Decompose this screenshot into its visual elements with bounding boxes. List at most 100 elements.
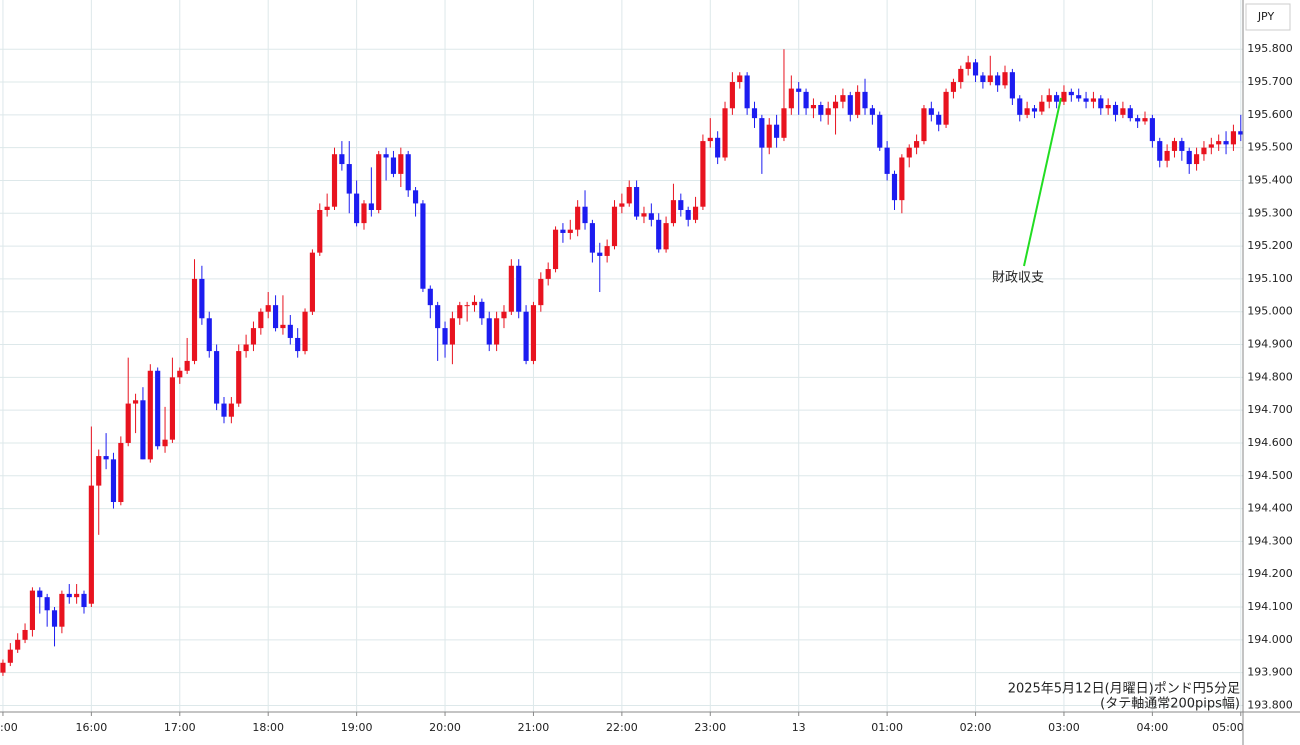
candle-body xyxy=(1179,141,1185,151)
candle-body xyxy=(582,206,588,224)
candle-body xyxy=(412,190,419,204)
candle-body xyxy=(486,318,492,345)
y-tick-label: 194.900 xyxy=(1247,338,1293,351)
candle-body xyxy=(862,91,868,109)
candle-body xyxy=(744,75,750,109)
candle-body xyxy=(1068,91,1074,96)
candle-body xyxy=(589,223,595,253)
candle-body xyxy=(74,593,80,598)
candle-body xyxy=(0,662,6,673)
candle-body xyxy=(339,154,345,165)
candle-body xyxy=(1223,141,1229,145)
candle-body xyxy=(184,360,190,371)
candle-body xyxy=(1201,147,1207,155)
candle-body xyxy=(435,305,441,329)
x-tick-label: 03:00 xyxy=(1048,721,1080,734)
candle-body xyxy=(125,403,131,443)
candle-body xyxy=(1230,131,1237,145)
candle-body xyxy=(516,265,522,312)
candle-body xyxy=(324,206,330,210)
candle-body xyxy=(1054,95,1060,102)
candle-body xyxy=(523,311,529,361)
y-tick-label: 195.500 xyxy=(1247,141,1293,154)
candle-body xyxy=(110,459,117,503)
note-line: 2025年5月12日(月曜日)ポンド円5分足 xyxy=(1008,682,1240,697)
y-tick-label: 195.800 xyxy=(1247,42,1293,55)
candle-body xyxy=(1112,104,1119,115)
candle-body xyxy=(670,200,677,224)
x-tick-label: 01:00 xyxy=(871,721,903,734)
candle-body xyxy=(781,108,787,138)
candle-body xyxy=(980,75,986,83)
candle-body xyxy=(877,114,883,148)
candle-body xyxy=(958,68,964,83)
candle-body xyxy=(272,305,279,329)
x-tick-label: 16:00 xyxy=(76,721,108,734)
candle-body xyxy=(59,593,65,627)
y-tick-label: 195.200 xyxy=(1247,239,1293,252)
candle-body xyxy=(530,305,537,361)
candle-body xyxy=(604,246,610,256)
candle-body xyxy=(774,124,780,138)
candle-body xyxy=(766,124,772,148)
candle-body xyxy=(715,137,721,158)
candle-body xyxy=(162,439,168,447)
candle-body xyxy=(501,311,507,319)
candle-body xyxy=(206,318,212,352)
candle-body xyxy=(788,88,794,109)
candle-body xyxy=(155,370,161,447)
candle-body xyxy=(1216,141,1222,145)
candle-body xyxy=(597,252,603,256)
y-tick-label: 194.600 xyxy=(1247,436,1293,449)
axes: 193.800 193.900 194.000 194.100 194.200 194.3… xyxy=(0,42,1293,734)
annotation-line xyxy=(1023,97,1062,267)
candle-body xyxy=(560,229,566,233)
candle-body xyxy=(221,403,227,417)
y-tick-label: 194.400 xyxy=(1247,502,1293,515)
candle-body xyxy=(427,288,433,306)
candle-body xyxy=(965,62,971,69)
candle-body xyxy=(884,147,890,174)
candle-body xyxy=(236,351,242,404)
candle-body xyxy=(1120,108,1126,115)
candle-body xyxy=(508,265,514,312)
note-line: (タテ軸通常200pips幅) xyxy=(1100,697,1240,712)
candle-body xyxy=(199,278,205,319)
candle-body xyxy=(729,82,735,109)
candle-body xyxy=(1157,141,1163,161)
candle-body xyxy=(346,164,352,194)
candle-body xyxy=(1164,150,1170,161)
candle-body xyxy=(51,610,58,627)
candle-body xyxy=(759,118,765,148)
candle-body xyxy=(1017,98,1023,115)
candle-body xyxy=(1098,98,1104,109)
currency-label: JPY xyxy=(1257,10,1275,23)
candle-body xyxy=(169,377,175,440)
candle-body xyxy=(641,213,647,217)
candle-body xyxy=(317,209,323,253)
x-tick-label: 05:00 xyxy=(1212,721,1244,734)
candle-body xyxy=(818,104,824,115)
candle-body xyxy=(1002,72,1008,86)
candle-body xyxy=(825,108,831,115)
candle-body xyxy=(361,203,367,224)
candle-body xyxy=(847,95,853,115)
x-tick-label: 02:00 xyxy=(960,721,992,734)
candle-body xyxy=(457,305,463,319)
candle-body xyxy=(1208,144,1214,148)
candle-body xyxy=(383,154,389,158)
candle-body xyxy=(567,229,573,233)
candle-body xyxy=(191,278,198,361)
candle-body xyxy=(692,206,699,220)
candle-body xyxy=(331,154,338,207)
candle-body xyxy=(420,203,426,289)
candle-body xyxy=(147,370,153,460)
candle-body xyxy=(891,173,898,201)
candle-body xyxy=(869,108,875,115)
candle-body xyxy=(803,91,809,109)
candle-body xyxy=(494,318,500,345)
candle-body xyxy=(405,154,411,191)
candle-body xyxy=(575,206,581,230)
candle-body xyxy=(840,95,846,102)
